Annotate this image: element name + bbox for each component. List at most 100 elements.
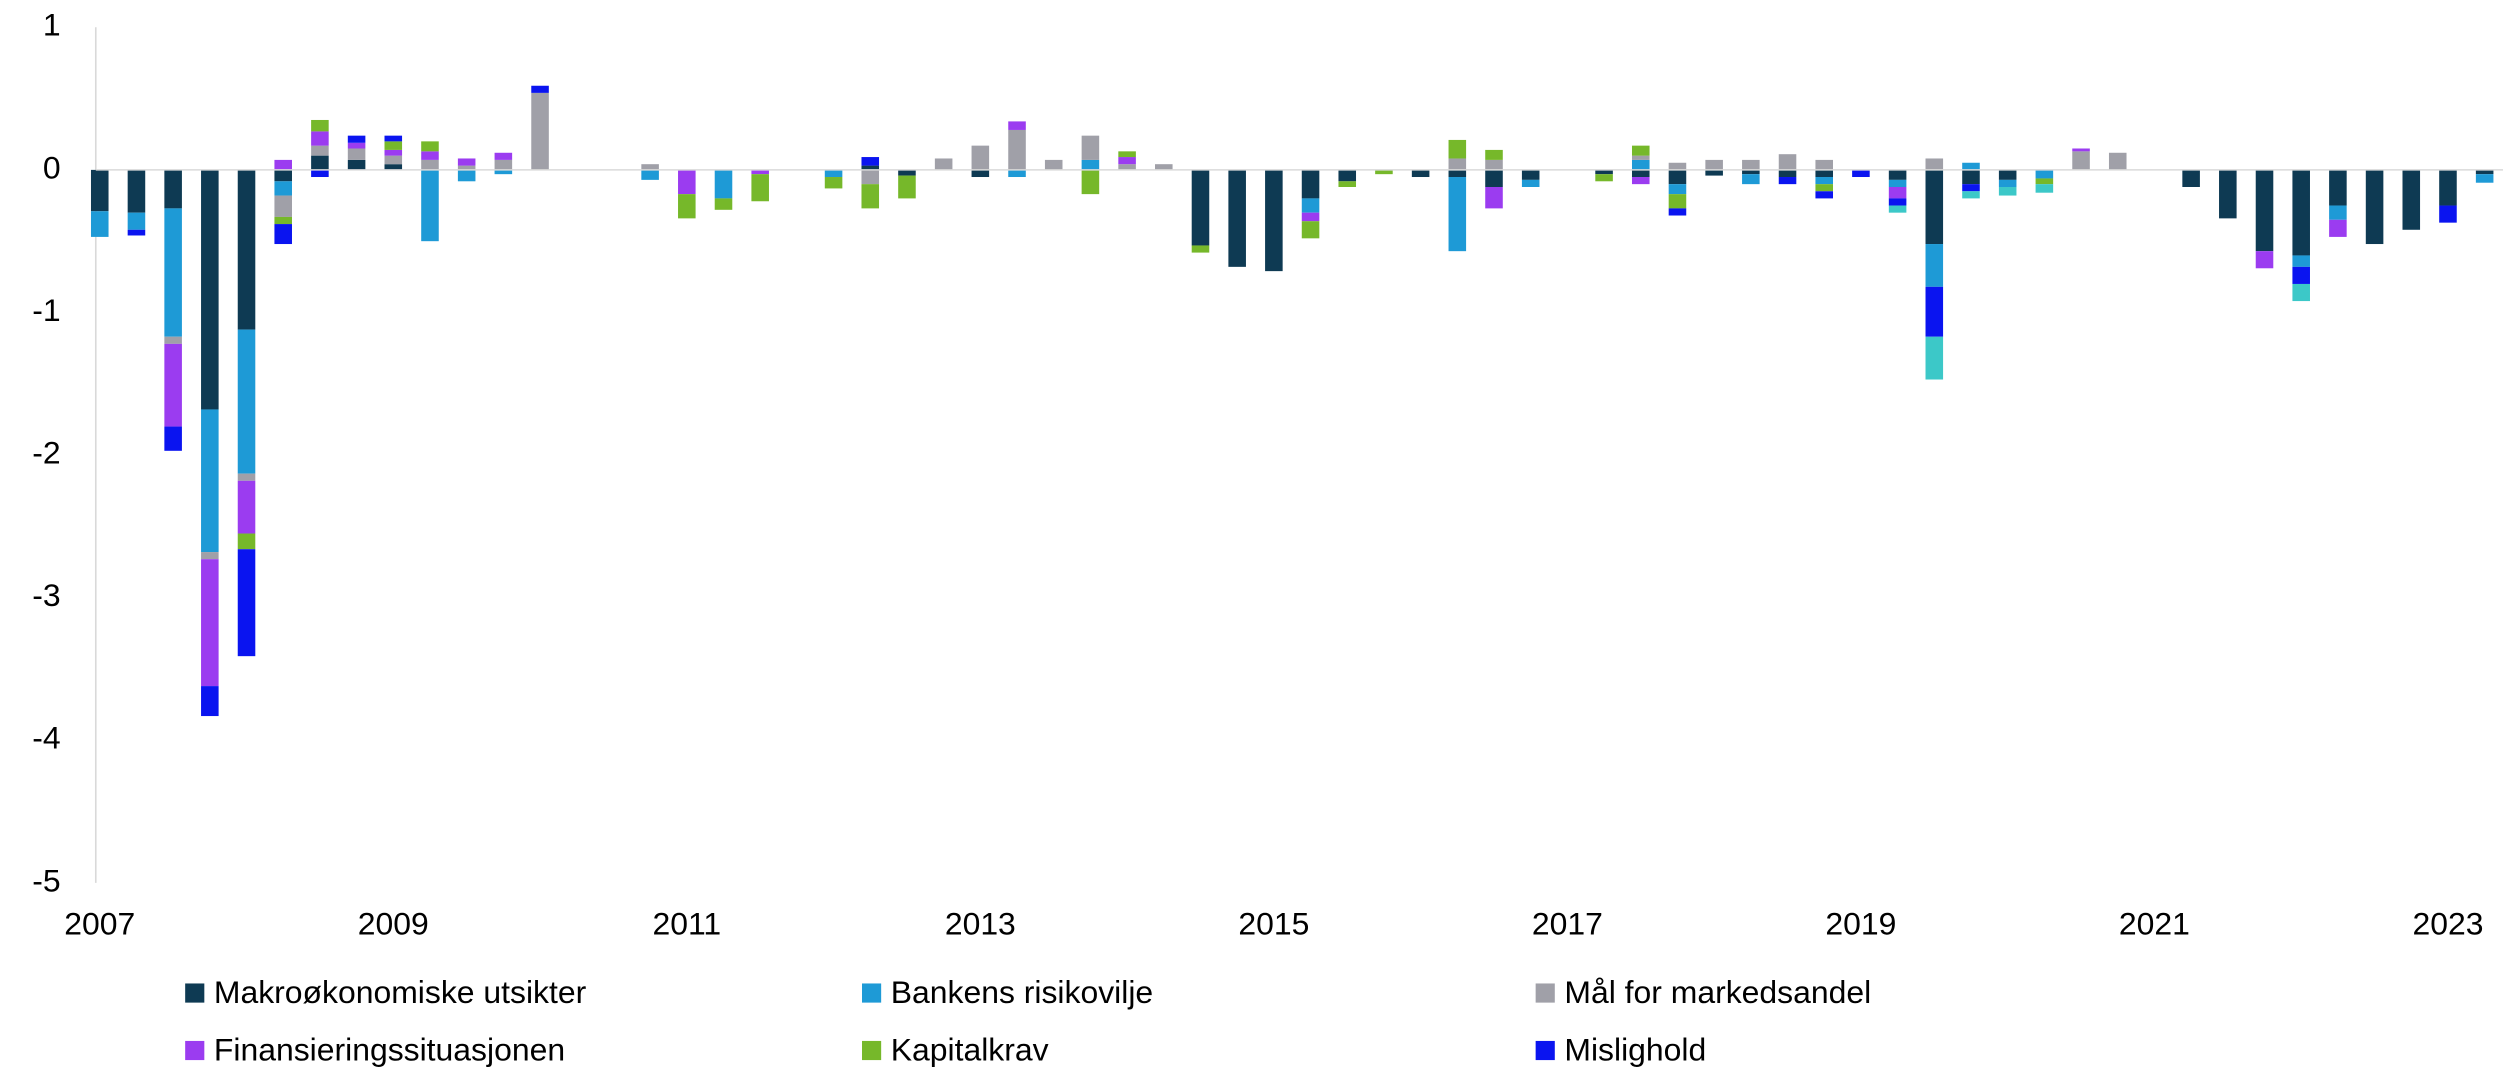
bar-segment [347,142,366,149]
bar-segment [274,216,292,225]
bar-segment [1338,169,1357,182]
bar-segment [1191,245,1210,253]
x-tick-label: 2017 [1532,905,1603,941]
bar-segment [1925,244,1944,287]
legend-label: Mislighold [1564,1032,1706,1068]
bar-segment [237,549,256,657]
bar-segment [1925,286,1944,337]
bar-segment [2329,219,2347,237]
bar-segment [494,152,513,160]
bar-segment [90,211,109,237]
bar-segment [1118,151,1136,158]
bar-segment [2219,169,2237,219]
bar-segment [2475,174,2494,183]
bar-segment [2255,251,2274,269]
bar-segment [1228,169,1246,267]
bar-segment [1338,181,1357,187]
bar-segment [2072,151,2090,170]
bar-segment [1705,169,1723,176]
bar-segment [1778,177,1797,185]
bar-segment [641,164,659,170]
bar-segment [1265,169,1283,272]
x-tick-label: 2013 [945,905,1016,941]
y-tick-label: -2 [32,435,60,471]
bar-segment [421,169,439,242]
bar-segment [1925,158,1944,170]
bar-segment [2439,169,2457,206]
bar-segment [1631,155,1650,160]
bar-segment [751,174,769,202]
bar-segment [2475,169,2494,175]
bar-segment [1962,184,1980,192]
bar-segment [531,92,549,170]
bar-segment [1778,154,1797,170]
bar-segment [457,165,476,170]
bar-segment [1521,169,1540,180]
bar-segment [1815,159,1834,170]
bar-segment [164,169,182,209]
bar-segment [1485,186,1503,209]
bar-segment [1485,169,1503,187]
bar-segment [1962,191,1980,199]
bar-segment [90,169,109,212]
bar-segment [1888,205,1907,213]
bar-segment [1081,159,1100,170]
bar-segment [1925,169,1944,245]
bar-segment [2255,169,2274,252]
bar-segment [1008,121,1026,130]
bar-segment [1118,157,1136,165]
bar-segment [384,164,403,170]
y-tick-label: -1 [32,292,60,328]
bar-segment [201,552,219,560]
bar-segment [311,169,329,178]
bar-segment [1081,169,1100,195]
x-tick-label: 2007 [64,905,135,941]
bar-segment [861,157,880,166]
bar-segment [898,169,916,176]
bar-segment [1301,212,1320,222]
bar-segment [1888,179,1907,187]
bar-segment [1742,174,1760,185]
bar-segment [1668,169,1687,185]
bar-segment [347,148,366,160]
bar-segment [274,159,292,170]
bar-segment [384,155,403,165]
bar-segment [2292,169,2310,256]
bar-segment [311,131,329,146]
x-tick-label: 2009 [358,905,429,941]
x-tick-label: 2023 [2412,905,2483,941]
bar-segment [384,141,403,150]
bar-segment [1375,169,1393,175]
bar-segment [1631,159,1650,170]
bar-segment [1888,169,1907,180]
bar-segment [164,343,182,427]
bar-segment [237,473,256,481]
bar-segment [1595,169,1613,175]
y-tick-label: -4 [32,720,60,756]
bar-segment [201,169,219,410]
bar-segment [2292,255,2310,267]
bar-segment [274,195,292,217]
bar-segment [1815,184,1834,192]
bar-segment [457,169,476,182]
bar-segment [1155,164,1173,170]
bar-segment [2329,205,2347,220]
legend-swatch [1535,1040,1555,1061]
bar-segment [457,158,476,166]
bar-segment [1998,186,2017,196]
bar-segment [347,159,366,170]
bar-segment [1081,135,1100,160]
bar-segment [1631,145,1650,156]
x-tick-label: 2015 [1238,905,1309,941]
bar-segment [1485,149,1503,160]
legend-swatch [185,1040,205,1061]
bar-segment [2402,169,2421,230]
bar-segment [2439,205,2457,223]
bar-segment [1008,129,1026,170]
bar-segment [311,155,329,170]
bar-segment [127,169,146,213]
bar-segment [1962,169,1980,185]
bar-segment [1998,169,2017,180]
bar-segment [1044,159,1063,170]
y-tick-label: -3 [32,577,60,613]
